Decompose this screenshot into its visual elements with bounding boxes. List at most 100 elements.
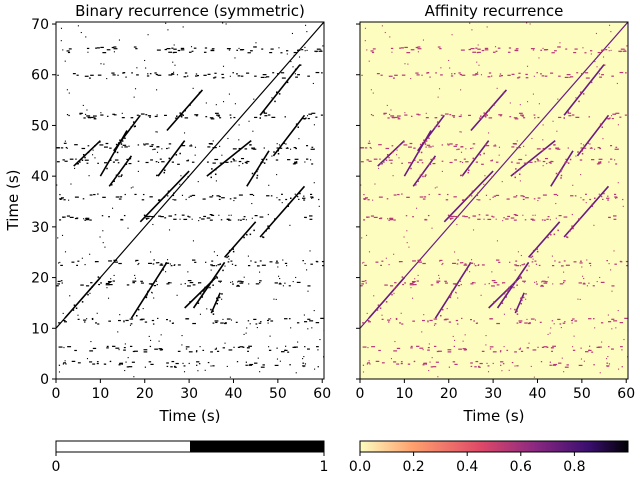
recurrence-point bbox=[233, 116, 236, 119]
recurrence-point bbox=[564, 76, 569, 79]
recurrence-point bbox=[243, 236, 245, 239]
recurrence-point bbox=[142, 308, 144, 310]
recurrence-point bbox=[288, 318, 291, 320]
recurrence-point bbox=[196, 364, 198, 366]
recurrence-point bbox=[573, 261, 577, 263]
recurrence-point bbox=[525, 154, 527, 156]
recurrence-point bbox=[484, 115, 487, 117]
recurrence-point bbox=[205, 102, 207, 104]
x-tick-label: 40 bbox=[225, 386, 243, 402]
recurrence-point bbox=[476, 194, 479, 197]
recurrence-point bbox=[76, 74, 79, 76]
recurrence-segment bbox=[64, 277, 101, 319]
recurrence-point bbox=[614, 196, 618, 198]
recurrence-point bbox=[606, 197, 610, 199]
recurrence-point bbox=[183, 365, 186, 367]
recurrence-point bbox=[265, 76, 267, 79]
recurrence-point bbox=[611, 348, 614, 350]
recurrence-point bbox=[528, 342, 530, 344]
recurrence-point bbox=[296, 196, 299, 198]
recurrence-point bbox=[285, 198, 288, 201]
recurrence-point bbox=[461, 262, 464, 264]
recurrence-point bbox=[132, 282, 135, 284]
recurrence-point bbox=[422, 175, 424, 178]
recurrence-point bbox=[88, 77, 91, 79]
recurrence-point bbox=[224, 322, 227, 325]
recurrence-point bbox=[72, 309, 75, 311]
recurrence-point bbox=[156, 283, 158, 286]
recurrence-point bbox=[554, 144, 556, 146]
recurrence-point bbox=[360, 161, 364, 163]
recurrence-point bbox=[306, 158, 309, 160]
recurrence-point bbox=[90, 282, 93, 284]
recurrence-point bbox=[555, 172, 558, 175]
recurrence-point bbox=[414, 184, 417, 186]
recurrence-point bbox=[371, 346, 376, 348]
recurrence-point bbox=[429, 361, 431, 363]
recurrence-point bbox=[571, 114, 575, 116]
recurrence-point bbox=[532, 349, 537, 351]
recurrence-point bbox=[400, 47, 404, 49]
recurrence-point bbox=[389, 36, 391, 38]
recurrence-point bbox=[190, 144, 192, 146]
recurrence-point bbox=[470, 48, 475, 50]
recurrence-point bbox=[505, 296, 508, 298]
recurrence-point bbox=[295, 147, 298, 150]
recurrence-point bbox=[476, 198, 478, 201]
recurrence-point bbox=[302, 118, 307, 120]
recurrence-point bbox=[151, 319, 155, 322]
recurrence-point bbox=[174, 214, 177, 216]
recurrence-point bbox=[210, 176, 212, 179]
affinity-colorbar-gradient bbox=[360, 441, 628, 452]
recurrence-point bbox=[94, 157, 96, 159]
recurrence-point bbox=[204, 369, 206, 371]
recurrence-point bbox=[446, 308, 448, 310]
recurrence-point bbox=[454, 216, 459, 218]
affinity-colorbar-frame bbox=[359, 440, 629, 453]
recurrence-point bbox=[541, 219, 544, 221]
recurrence-point bbox=[113, 51, 115, 53]
recurrence-point bbox=[444, 318, 449, 320]
recurrence-point bbox=[515, 168, 517, 170]
recurrence-point bbox=[492, 362, 494, 365]
recurrence-point bbox=[425, 174, 427, 176]
recurrence-point bbox=[590, 147, 592, 149]
recurrence-point bbox=[522, 214, 524, 216]
recurrence-point bbox=[372, 114, 374, 117]
recurrence-point bbox=[177, 264, 181, 266]
recurrence-point bbox=[484, 175, 486, 177]
recurrence-point bbox=[302, 365, 306, 367]
recurrence-point bbox=[62, 49, 64, 51]
recurrence-point bbox=[624, 317, 628, 319]
recurrence-point bbox=[503, 313, 505, 315]
recurrence-point bbox=[368, 251, 371, 253]
recurrence-point bbox=[493, 104, 495, 106]
recurrence-point bbox=[289, 364, 291, 366]
recurrence-point bbox=[105, 282, 110, 285]
recurrence-point bbox=[464, 216, 468, 218]
recurrence-point bbox=[412, 284, 417, 286]
recurrence-point bbox=[238, 147, 241, 150]
recurrence-point bbox=[601, 49, 603, 51]
recurrence-point bbox=[410, 287, 412, 289]
recurrence-point bbox=[456, 149, 458, 151]
recurrence-point bbox=[464, 334, 466, 336]
recurrence-point bbox=[463, 264, 468, 266]
recurrence-point bbox=[84, 156, 86, 159]
recurrence-point bbox=[189, 281, 194, 284]
recurrence-point bbox=[509, 261, 511, 263]
recurrence-point bbox=[366, 363, 369, 365]
recurrence-point bbox=[576, 72, 579, 74]
recurrence-point bbox=[121, 146, 123, 148]
recurrence-point bbox=[410, 78, 412, 80]
recurrence-point bbox=[203, 74, 207, 76]
recurrence-point bbox=[153, 148, 156, 150]
recurrence-point bbox=[515, 265, 520, 267]
recurrence-point bbox=[599, 76, 602, 78]
recurrence-point bbox=[398, 157, 400, 159]
recurrence-point bbox=[237, 281, 239, 283]
recurrence-point bbox=[253, 318, 257, 321]
recurrence-point bbox=[434, 187, 436, 189]
recurrence-point bbox=[406, 230, 408, 232]
